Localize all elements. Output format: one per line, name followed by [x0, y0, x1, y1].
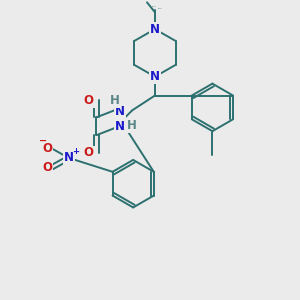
Text: N: N	[150, 22, 160, 36]
Text: N: N	[115, 105, 125, 118]
Text: O: O	[84, 94, 94, 107]
Text: +: +	[72, 147, 79, 156]
Text: H: H	[127, 119, 137, 132]
Text: O: O	[84, 146, 94, 160]
Text: −: −	[39, 136, 47, 146]
Text: O: O	[42, 142, 52, 154]
Text: N: N	[150, 70, 160, 83]
Text: N: N	[64, 152, 74, 164]
Text: methyl: methyl	[152, 6, 157, 7]
Text: N: N	[150, 70, 160, 83]
Text: methyl: methyl	[158, 8, 163, 9]
Text: N: N	[150, 22, 160, 36]
Text: N: N	[115, 120, 125, 133]
Text: H: H	[110, 94, 119, 107]
Text: O: O	[42, 161, 52, 174]
